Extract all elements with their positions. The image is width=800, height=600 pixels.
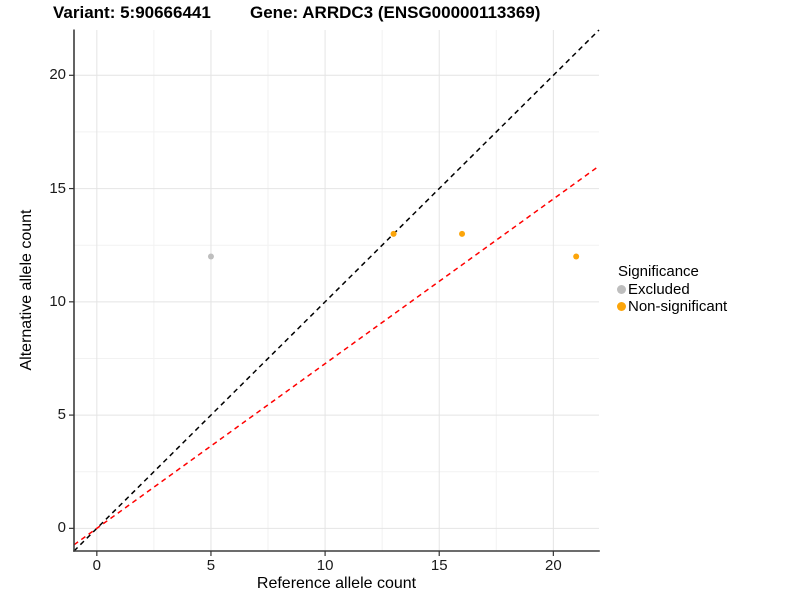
x-tick-label: 15 xyxy=(430,557,448,574)
y-tick-label: 5 xyxy=(57,406,66,424)
legend-entry-excluded: Excluded xyxy=(617,281,727,298)
identity-line xyxy=(73,29,600,552)
legend-entry-label: Non-significant xyxy=(628,298,728,315)
x-tick-label: 20 xyxy=(545,557,562,574)
expected-line xyxy=(73,165,600,546)
non-significant-point-icon xyxy=(617,302,626,311)
data-point-non-significant xyxy=(390,230,397,237)
legend-entry-label: Excluded xyxy=(628,281,690,298)
gene-title: Gene: ARRDC3 (ENSG00000113369) xyxy=(250,3,541,22)
legend-title: Significance xyxy=(618,263,699,280)
y-tick-label: 20 xyxy=(49,66,66,84)
plot-canvas xyxy=(69,29,600,556)
excluded-point-icon xyxy=(617,285,626,294)
data-point-excluded xyxy=(207,253,214,260)
legend: Significance Excluded Non-significant xyxy=(617,262,727,315)
variant-title: Variant: 5:90666441 xyxy=(53,3,211,22)
x-tick-label: 10 xyxy=(316,557,334,574)
y-tick-label: 0 xyxy=(57,519,66,537)
plot-panel xyxy=(69,29,600,556)
data-point-non-significant xyxy=(459,230,466,237)
x-axis-title: Reference allele count xyxy=(256,575,417,592)
legend-entry-non-significant: Non-significant xyxy=(617,298,727,315)
data-point-non-significant xyxy=(573,253,580,260)
x-tick-label: 0 xyxy=(92,557,101,574)
y-tick-label: 15 xyxy=(49,179,66,197)
y-axis-title: Alternative allele count xyxy=(18,209,35,371)
x-tick-label: 5 xyxy=(206,557,216,574)
y-tick-label: 10 xyxy=(49,292,66,310)
